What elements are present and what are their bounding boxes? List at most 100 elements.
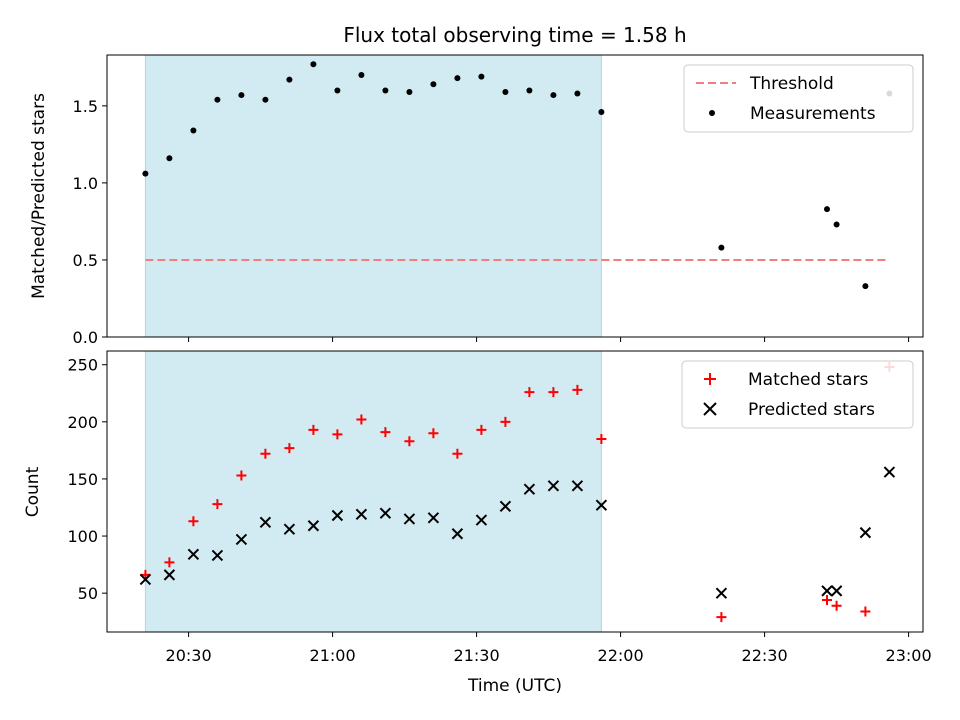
top-measurement-point [286,76,293,83]
bottom-predicted-marker [451,528,464,540]
bottom-matched-marker [236,470,247,481]
bottom-predicted-marker [475,514,488,526]
bottom-matched-marker [188,516,199,527]
bottom-y-tick-label: 50 [78,584,98,603]
top-y-tick-label: 0.5 [73,251,98,270]
bottom-predicted-marker [715,587,728,599]
top-measurement-point [262,96,269,103]
top-measurement-point [334,87,341,94]
bottom-legend-plus-swatch [704,373,716,385]
top-measurement-point [526,87,533,94]
top-legend-dot-swatch [709,110,715,116]
bottom-predicted-marker [427,512,440,524]
top-measurement-point [406,88,413,95]
top-measurement-point [598,109,605,116]
bottom-matched-marker [860,606,871,617]
bottom-matched-marker [308,424,319,435]
bottom-matched-marker [716,612,727,623]
top-observing-interval [144,54,602,338]
chart-title: Flux total observing time = 1.58 h [343,23,686,47]
bottom-predicted-marker [883,466,896,478]
top-measurement-point [214,96,221,103]
bottom-predicted-marker [259,516,272,529]
bottom-x-tick-label: 23:00 [886,646,932,665]
bottom-predicted-marker [830,585,843,597]
bottom-predicted-marker [523,483,536,495]
top-y-axis-label: Matched/Predicted stars [29,93,49,299]
bottom-matched-marker [284,443,295,454]
top-axes-frame [106,54,924,338]
top-measurement-point [310,61,317,68]
bottom-matched-marker [332,429,343,440]
bottom-axes-frame [106,350,924,633]
bottom-predicted-marker [571,480,584,492]
bottom-predicted-marker [235,533,248,546]
bottom-matched-marker [260,448,271,459]
bottom-matched-marker [500,416,511,427]
bottom-matched-marker [356,414,367,425]
bottom-x-tick-label: 22:30 [742,646,788,665]
bottom-predicted-marker [821,585,833,597]
top-measurement-point [833,221,840,228]
bottom-observing-interval [144,350,602,633]
bottom-predicted-marker [307,520,320,532]
bottom-predicted-marker [163,569,176,581]
bottom-y-axis-label: Count [23,466,43,517]
top-measurement-point [862,283,869,290]
top-panel: 0.0 0.5 1.0 1.5 Threshold Measurements [73,54,924,347]
x-axis-label: Time (UTC) [467,676,562,696]
bottom-matched-marker [164,557,175,568]
bottom-legend-label: Predicted stars [748,400,875,420]
bottom-matched-marker [212,499,223,510]
top-measurement-point [166,155,173,162]
bottom-panel: 50 100 150 200 250 20:30 21:00 21:30 22:00 22:30 2… [67,350,932,665]
bottom-x-tick-label: 20:30 [166,646,212,665]
bottom-matched-marker [524,387,535,398]
top-y-tick-label: 1.5 [73,97,98,116]
bottom-predicted-marker [331,509,344,522]
top-measurement-point [718,244,725,251]
top-y-tick-label: 1.0 [73,174,98,193]
top-measurement-point [190,127,197,134]
bottom-predicted-marker [499,500,512,513]
bottom-matched-marker [404,436,415,447]
bottom-y-tick-label: 200 [67,413,98,432]
bottom-predicted-marker [595,499,608,511]
bottom-predicted-marker [379,507,392,519]
bottom-matched-marker [822,595,832,606]
bottom-matched-marker [572,384,583,395]
bottom-matched-marker [380,427,391,438]
top-measurement-point [550,92,557,99]
top-measurement-point [382,87,389,94]
bottom-matched-marker [831,600,842,611]
bottom-predicted-marker [187,548,200,561]
bottom-matched-marker [596,433,607,444]
bottom-y-tick-label: 100 [67,527,98,546]
bottom-x-tick-label: 21:30 [454,646,500,665]
bottom-legend-box [681,360,914,429]
bottom-y-tick-label: 250 [67,356,98,375]
bottom-predicted-marker [139,573,152,586]
bottom-predicted-marker [403,513,416,525]
top-measurement-point [824,206,830,213]
top-measurement-point [478,73,485,80]
bottom-x-tick-label: 22:00 [598,646,644,665]
top-measurement-point [238,92,245,99]
top-legend-label: Measurements [750,104,876,124]
bottom-matched-marker [452,448,463,459]
top-measurement-point [454,75,461,82]
bottom-legend-x-swatch [703,402,717,416]
bottom-matched-marker [548,387,559,398]
bottom-matched-marker [428,428,439,439]
bottom-x-tick-label: 21:00 [310,646,356,665]
top-measurement-point [502,88,509,95]
top-legend-label: Threshold [749,74,834,94]
bottom-y-tick-label: 150 [67,470,98,489]
bottom-predicted-marker [283,523,296,535]
top-y-tick-label: 0.0 [73,328,98,347]
top-measurement-point [430,81,437,88]
top-measurement-point [574,90,581,97]
bottom-predicted-marker [355,508,368,521]
top-measurement-point [142,170,149,177]
